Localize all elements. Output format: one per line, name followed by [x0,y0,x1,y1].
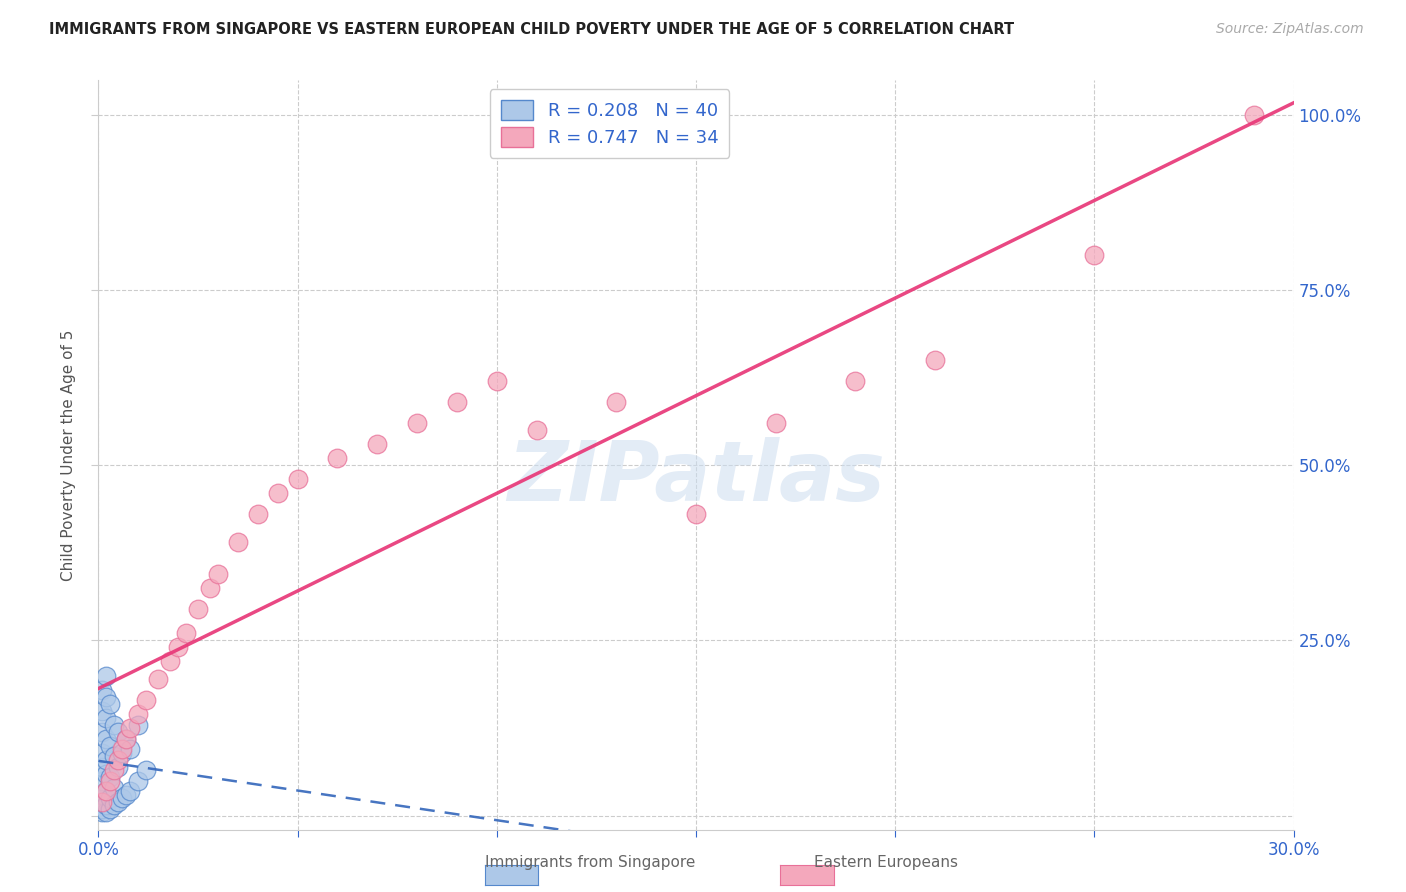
Point [115,731,138,746]
Point [187,602,209,616]
Point [98,739,122,753]
Point [207,566,229,581]
Point [96,784,118,798]
Point [765,417,787,431]
Point [844,375,866,389]
Point [120,721,142,735]
Point [91,805,114,819]
Point [226,535,249,549]
Point [91,795,114,809]
Point [174,626,197,640]
Point [111,791,134,805]
Point [98,791,122,805]
Point [107,724,129,739]
Point [103,780,125,795]
Point [91,704,114,718]
Point [103,763,125,777]
Point [924,353,946,368]
Point [96,752,118,766]
Y-axis label: Child Poverty Under the Age of 5: Child Poverty Under the Age of 5 [60,329,76,581]
Point [91,746,114,760]
Point [115,731,138,746]
Point [91,724,114,739]
Point [127,717,149,731]
Point [115,788,138,802]
Point [685,508,707,522]
Point [287,472,309,486]
Point [366,437,388,451]
Point [96,731,118,746]
Point [103,749,125,764]
Point [96,784,118,798]
Point [111,746,134,760]
Point [406,417,429,431]
Point [135,693,157,707]
Point [111,742,134,756]
Point [107,759,129,773]
Point [246,508,269,522]
Point [98,801,122,815]
Point [96,805,118,819]
Point [485,375,508,389]
Point [446,395,468,409]
Text: IMMIGRANTS FROM SINGAPORE VS EASTERN EUROPEAN CHILD POVERTY UNDER THE AGE OF 5 C: IMMIGRANTS FROM SINGAPORE VS EASTERN EUR… [49,22,1014,37]
Point [167,640,190,655]
Point [103,798,125,813]
Point [127,773,149,788]
Point [91,795,114,809]
Point [1243,108,1265,122]
Point [91,682,114,697]
Point [107,795,129,809]
Point [159,655,181,669]
Point [267,486,290,500]
Point [326,451,349,466]
Point [91,801,114,815]
Point [120,742,142,756]
Text: Source: ZipAtlas.com: Source: ZipAtlas.com [1216,22,1364,37]
Point [96,766,118,780]
Point [1083,248,1105,262]
Legend: R = 0.208   N = 40, R = 0.747   N = 34: R = 0.208 N = 40, R = 0.747 N = 34 [489,89,730,158]
Point [96,798,118,813]
Point [526,424,548,438]
Point [127,706,149,721]
Point [120,784,142,798]
Point [198,581,221,595]
Point [98,773,122,788]
Point [135,763,157,777]
Point [91,759,114,773]
Point [605,395,627,409]
Text: Immigrants from Singapore: Immigrants from Singapore [485,855,696,870]
Point [98,770,122,784]
Point [96,668,118,682]
Text: Eastern Europeans: Eastern Europeans [814,855,957,870]
Point [103,717,125,731]
Point [98,697,122,711]
Point [107,752,129,766]
Point [96,690,118,704]
Text: ZIPatlas: ZIPatlas [508,437,884,518]
Point [91,773,114,788]
Point [148,672,170,686]
Point [96,710,118,724]
Point [91,788,114,802]
